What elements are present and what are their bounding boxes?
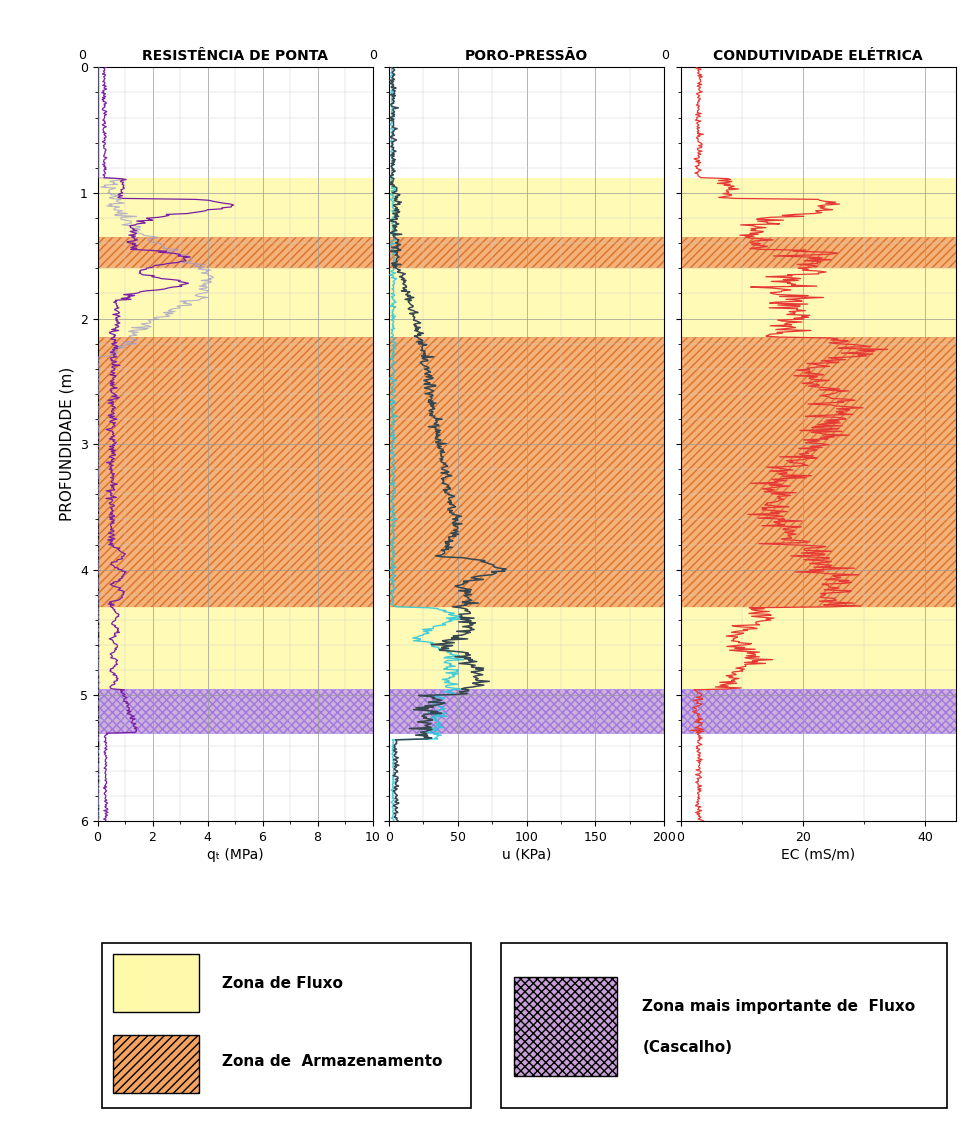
FancyBboxPatch shape [501,942,947,1107]
Bar [98,237,372,268]
Bar [98,607,372,689]
Y-axis label: PROFUNDIDADE (m): PROFUNDIDADE (m) [59,367,74,522]
Text: 0: 0 [78,48,86,62]
Bar [389,338,664,607]
Bar [113,954,199,1012]
Bar [389,237,664,268]
Text: Zona de  Armazenamento: Zona de Armazenamento [222,1054,443,1069]
Bar [98,338,372,607]
Bar [681,338,956,607]
Title: CONDUTIVIDADE ELÉTRICA: CONDUTIVIDADE ELÉTRICA [713,49,922,63]
Bar [389,689,664,733]
Bar [681,178,956,237]
X-axis label: qₜ (MPa): qₜ (MPa) [207,848,263,862]
FancyBboxPatch shape [101,942,471,1107]
Bar [389,607,664,689]
Bar [681,237,956,268]
Bar [113,1036,199,1093]
Title: RESISTÊNCIA DE PONTA: RESISTÊNCIA DE PONTA [142,49,328,63]
X-axis label: u (KPa): u (KPa) [502,848,551,862]
Text: 0: 0 [661,48,669,62]
Bar [98,689,372,733]
Text: Zona de Fluxo: Zona de Fluxo [222,976,343,991]
Bar [389,268,664,338]
Bar [389,178,664,237]
Text: Zona mais importante de  Fluxo: Zona mais importante de Fluxo [643,999,916,1014]
Bar [681,689,956,733]
Bar [681,607,956,689]
Bar [681,268,956,338]
Bar [98,268,372,338]
X-axis label: EC (mS/m): EC (mS/m) [781,848,855,862]
Title: PORO-PRESSÃO: PORO-PRESSÃO [465,49,588,63]
Bar [514,977,616,1076]
Text: (Cascalho): (Cascalho) [643,1039,732,1055]
Bar [98,178,372,237]
Text: 0: 0 [370,48,377,62]
